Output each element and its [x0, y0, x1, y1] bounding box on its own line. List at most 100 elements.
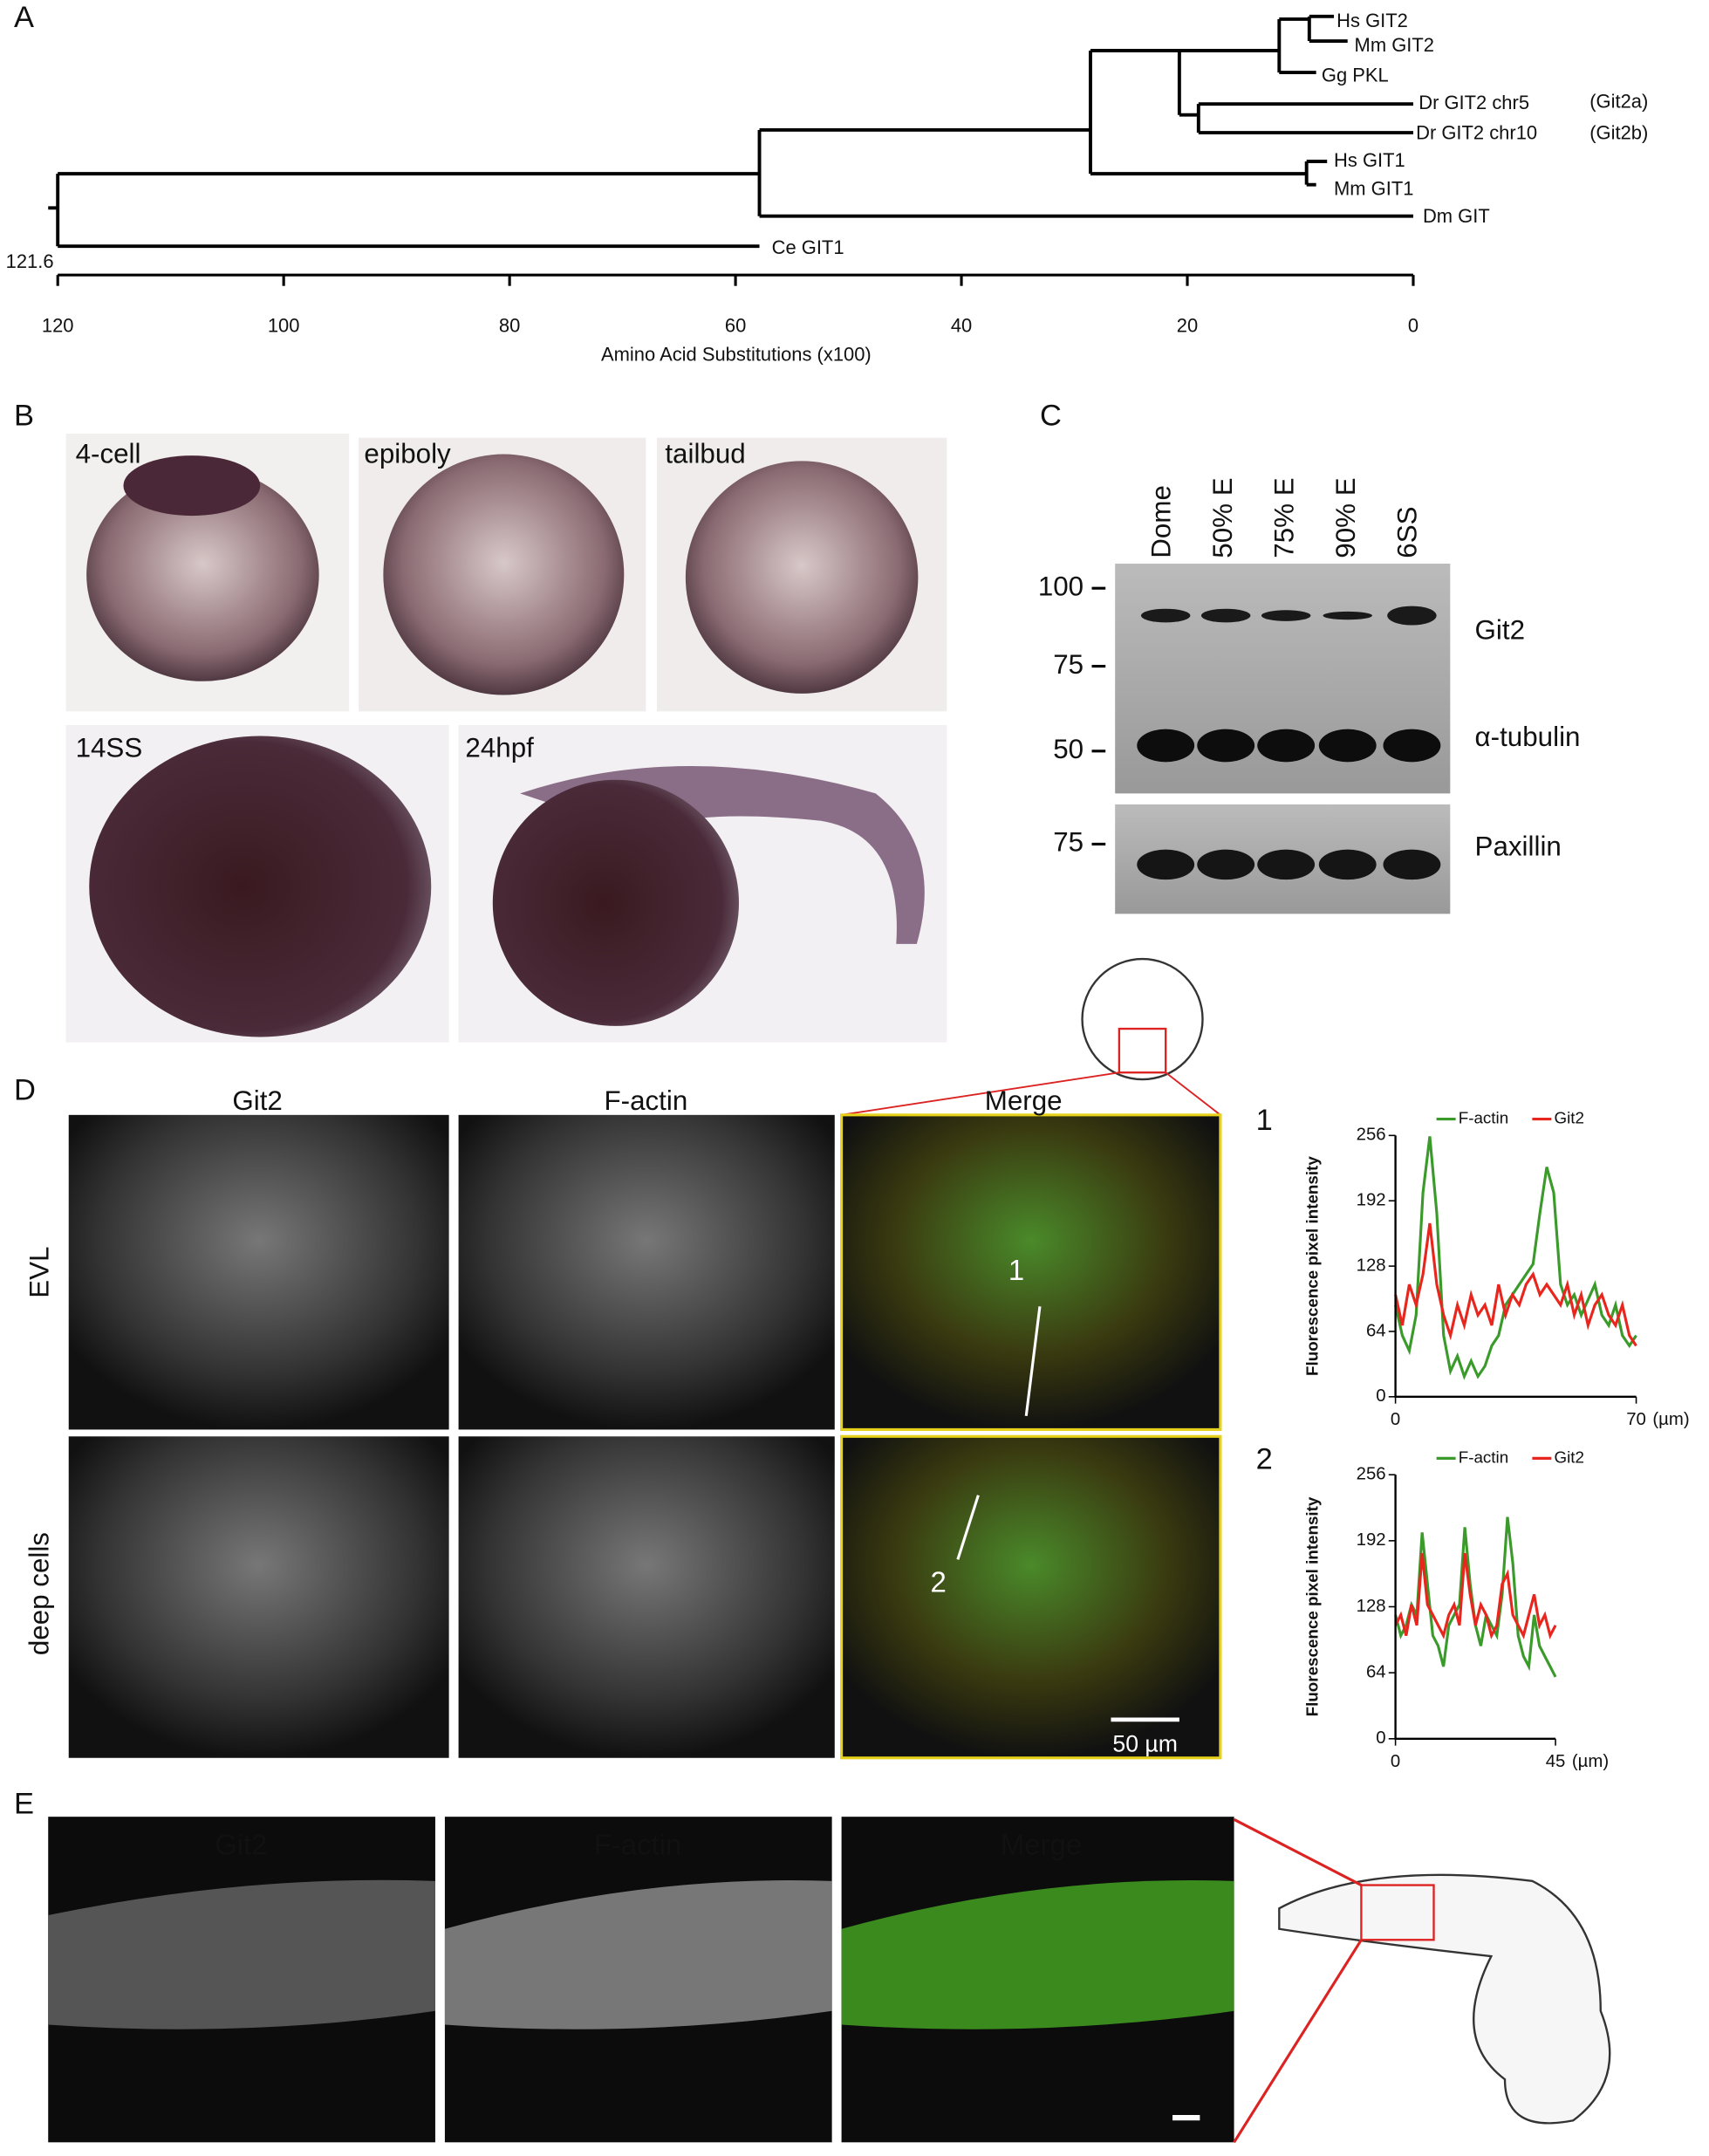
- image: [458, 1436, 835, 1758]
- column-label: F-actin: [594, 1828, 682, 1860]
- leaf-label: Hs GIT2: [1336, 10, 1408, 31]
- embryo: [492, 779, 740, 1026]
- axis-line: [1394, 1135, 1637, 1398]
- panel-label: D: [14, 1073, 36, 1106]
- x-tick-label: 0: [1391, 1752, 1400, 1771]
- inset-box: [1360, 1884, 1435, 1941]
- axis-label: Amino Acid Substitutions (x100): [601, 343, 872, 365]
- image: [458, 1114, 835, 1430]
- row-label: deep cells: [24, 1532, 55, 1655]
- column-label: Merge: [985, 1085, 1063, 1116]
- x-unit: (µm): [1572, 1752, 1609, 1771]
- line-label: 2: [931, 1565, 947, 1598]
- stage-label: epiboly: [364, 438, 451, 469]
- band: [1261, 610, 1311, 621]
- leaf-label: Dm GIT: [1423, 205, 1490, 227]
- note: (Git2b): [1589, 121, 1648, 143]
- schematic: [1081, 957, 1204, 1081]
- embryo: [89, 736, 432, 1037]
- embryo: [123, 455, 261, 517]
- data-line: [1394, 1136, 1637, 1380]
- inset-box: [1118, 1027, 1167, 1074]
- leaf-label: Ce GIT1: [772, 236, 844, 258]
- x-tick-label: 80: [499, 315, 520, 337]
- stage-label: 24hpf: [465, 732, 534, 763]
- column-label: F-actin: [604, 1085, 687, 1116]
- stage-label: tailbud: [665, 438, 745, 469]
- band: [1323, 611, 1372, 620]
- y-tick-label: 192: [1357, 1191, 1386, 1210]
- leaf-label: Dr GIT2 chr5: [1418, 92, 1529, 113]
- x-tick-label: 70: [1626, 1410, 1646, 1429]
- legend-label: F-actin: [1459, 1109, 1508, 1127]
- legend-label: F-actin: [1459, 1448, 1508, 1466]
- y-tick-label: 256: [1357, 1465, 1386, 1484]
- chart-title: 2: [1256, 1443, 1273, 1476]
- row-label: EVL: [24, 1247, 55, 1298]
- root-label: 121.6: [6, 250, 54, 272]
- y-tick-label: 0: [1376, 1728, 1385, 1748]
- zoom-line: [841, 1071, 1221, 1116]
- embryo-sketch: [1278, 1873, 1611, 2125]
- y-tick-label: 256: [1357, 1126, 1386, 1145]
- marker-tick: [1091, 586, 1106, 845]
- marker: 50: [1053, 734, 1084, 764]
- y-tick-label: 128: [1357, 1597, 1386, 1616]
- tissue: [48, 1879, 435, 2029]
- band: [1383, 729, 1441, 763]
- zoom-line: [1233, 1817, 1363, 2144]
- band: [1140, 608, 1191, 623]
- lane-label: 75% E: [1268, 477, 1299, 558]
- profile-line: [956, 1306, 1042, 1560]
- band: [1197, 849, 1255, 880]
- lane-label: 6SS: [1392, 506, 1423, 558]
- panel-label: A: [14, 1, 34, 34]
- panel-label: C: [1040, 399, 1062, 432]
- data-line: [1394, 1222, 1637, 1347]
- leaf-label: Gg PKL: [1322, 65, 1389, 86]
- embryo: [685, 461, 919, 694]
- band: [1257, 849, 1316, 880]
- y-axis-label: Fluorescence pixel intensity: [1302, 1156, 1321, 1376]
- data-line: [1394, 1552, 1557, 1639]
- panel-label: E: [14, 1788, 34, 1821]
- y-tick-label: 64: [1366, 1321, 1386, 1340]
- y-tick-label: 64: [1366, 1663, 1386, 1682]
- panel-label: B: [14, 399, 34, 432]
- x-tick-label: 45: [1546, 1752, 1566, 1771]
- column-label: Git2: [215, 1828, 267, 1860]
- chart-title: 1: [1256, 1104, 1273, 1137]
- scale-label: 50 µm: [1112, 1731, 1178, 1757]
- leaf-label: Hs GIT1: [1334, 149, 1405, 171]
- leaf-label: Mm GIT2: [1355, 34, 1434, 56]
- band-label: Git2: [1475, 615, 1525, 646]
- leaf-label: Dr GIT2 chr10: [1416, 121, 1537, 143]
- lane-label: 50% E: [1207, 477, 1238, 558]
- x-tick-label: 20: [1177, 315, 1198, 337]
- x-tick-label: 40: [951, 315, 972, 337]
- column-label: Merge: [1001, 1828, 1082, 1860]
- stage-label: 14SS: [76, 732, 143, 763]
- band-label: α-tubulin: [1475, 722, 1581, 752]
- x-tick-label: 60: [725, 315, 746, 337]
- tissue: [841, 1879, 1234, 2029]
- band: [1257, 729, 1316, 763]
- leaf-label: Mm GIT1: [1334, 178, 1413, 200]
- y-tick-label: 0: [1376, 1386, 1385, 1406]
- y-axis-label: Fluorescence pixel intensity: [1302, 1496, 1321, 1716]
- embryo: [86, 468, 319, 681]
- stage-label: 4-cell: [76, 438, 141, 469]
- band: [1197, 729, 1255, 763]
- y-tick-label: 192: [1357, 1530, 1386, 1550]
- x-unit: (µm): [1652, 1410, 1689, 1429]
- marker: 100: [1038, 571, 1084, 601]
- band: [1318, 729, 1377, 763]
- lane-label: Dome: [1145, 485, 1176, 558]
- marker: 75: [1053, 649, 1084, 680]
- band: [1387, 606, 1437, 626]
- image: [68, 1436, 449, 1758]
- x-tick-label: 0: [1391, 1410, 1400, 1429]
- tissue: [444, 1879, 832, 2029]
- band: [1137, 849, 1195, 880]
